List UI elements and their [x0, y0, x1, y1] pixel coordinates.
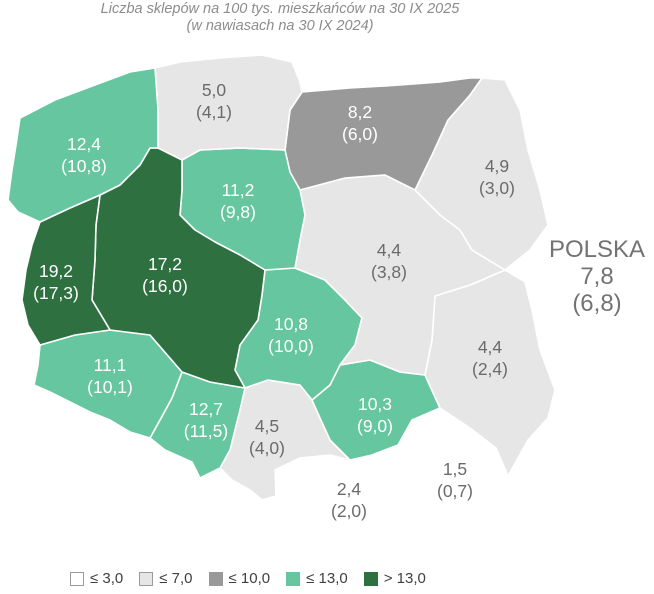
- region-value: 11,2: [222, 180, 255, 200]
- map-legend: ≤ 3,0 ≤ 7,0 ≤ 10,0 ≤ 13,0 > 13,0: [70, 570, 426, 587]
- label-swietokrzyskie: 10,3 (9,0): [357, 394, 393, 436]
- region-warminsko-mazurskie[interactable]: [284, 77, 483, 191]
- legend-swatch-class5: [363, 571, 378, 586]
- legend-swatch-class1: [70, 571, 84, 586]
- label-slaskie: 4,5 (4,0): [249, 416, 285, 458]
- region-value: 10,3: [358, 394, 392, 414]
- label-wielkopolskie: 17,2 (16,0): [142, 254, 188, 296]
- national-name: POLSKA: [548, 236, 646, 263]
- label-lubuskie: 19,2 (17,3): [33, 261, 79, 303]
- region-prev-value: (4,0): [249, 438, 285, 458]
- region-prev-value: (3,0): [479, 178, 515, 198]
- national-total: POLSKA 7,8 (6,8): [532, 236, 654, 317]
- legend-swatch-class2: [139, 571, 154, 586]
- region-prev-value: (10,0): [268, 336, 314, 356]
- region-zachodniopomorskie[interactable]: [7, 67, 159, 223]
- region-value: 4,9: [485, 156, 509, 176]
- legend-item-class1: ≤ 3,0: [70, 570, 123, 587]
- label-zachodniopomorskie: 12,4 (10,8): [61, 134, 107, 176]
- legend-label-class1: ≤ 3,0: [90, 570, 124, 587]
- region-value: 5,0: [202, 80, 227, 100]
- national-prev-value: (6,8): [572, 290, 622, 317]
- legend-label-class3: ≤ 10,0: [228, 570, 271, 587]
- region-prev-value: (11,5): [184, 421, 228, 441]
- label-malopolskie: 2,4 (2,0): [331, 479, 367, 521]
- legend-item-class3: ≤ 10,0: [208, 570, 271, 587]
- label-opolskie: 12,7 (11,5): [184, 399, 228, 441]
- legend-label-class5: > 13,0: [383, 570, 426, 587]
- national-value: 7,8: [580, 263, 614, 290]
- region-lubelskie[interactable]: [424, 269, 556, 477]
- region-value: 1,5: [443, 459, 467, 479]
- label-pomorskie: 5,0 (4,1): [196, 80, 232, 122]
- region-value: 4,4: [478, 337, 503, 357]
- region-prev-value: (2,4): [472, 359, 508, 379]
- legend-label-class4: ≤ 13,0: [306, 570, 348, 587]
- region-value: 10,8: [274, 314, 308, 334]
- region-prev-value: (17,3): [33, 283, 79, 303]
- label-dolnoslaskie: 11,1 (10,1): [87, 355, 133, 397]
- region-prev-value: (3,8): [371, 262, 407, 282]
- region-prev-value: (9,0): [357, 416, 393, 436]
- legend-item-class2: ≤ 7,0: [139, 570, 193, 587]
- map-title-line1: Liczba sklepów na 100 tys. mieszkańców n…: [100, 1, 460, 17]
- legend-item-class4: ≤ 13,0: [286, 570, 348, 587]
- region-value: 4,4: [377, 240, 402, 260]
- region-prev-value: (16,0): [142, 276, 188, 296]
- region-prev-value: (9,8): [220, 202, 256, 222]
- legend-item-class5: > 13,0: [363, 570, 426, 587]
- label-lubelskie: 4,4 (2,4): [472, 337, 508, 379]
- label-mazowieckie: 4,4 (3,8): [371, 240, 407, 282]
- region-value: 4,5: [255, 416, 279, 436]
- region-prev-value: (6,0): [342, 124, 378, 144]
- region-value: 17,2: [148, 254, 182, 274]
- region-value: 19,2: [39, 261, 73, 281]
- label-kujawsko-pomorskie: 11,2 (9,8): [220, 180, 256, 222]
- region-prev-value: (10,1): [87, 377, 133, 397]
- label-lodzkie: 10,8 (10,0): [268, 314, 314, 356]
- region-lubuskie[interactable]: [21, 194, 111, 346]
- region-prev-value: (2,0): [331, 501, 367, 521]
- label-podkarpackie: 1,5 (0,7): [437, 459, 473, 501]
- region-value: 2,4: [337, 479, 362, 499]
- region-value: 12,4: [67, 134, 101, 154]
- legend-swatch-class3: [208, 571, 223, 586]
- region-value: 11,1: [94, 355, 127, 375]
- region-labels: 12,4 (10,8) 5,0 (4,1) 8,2 (6,0) 4,9 (3,0) 11…: [33, 80, 515, 521]
- label-warminsko-mazurskie: 8,2 (6,0): [342, 102, 378, 144]
- legend-label-class2: ≤ 7,0: [159, 570, 193, 587]
- region-prev-value: (10,8): [61, 156, 107, 176]
- map-title-line2: (w nawiasach na 30 IX 2024): [186, 18, 374, 34]
- region-prev-value: (4,1): [196, 102, 232, 122]
- label-podlaskie: 4,9 (3,0): [479, 156, 515, 198]
- region-prev-value: (0,7): [437, 481, 473, 501]
- region-value: 8,2: [348, 102, 372, 122]
- legend-swatch-class4: [286, 571, 301, 586]
- region-value: 12,7: [189, 399, 223, 419]
